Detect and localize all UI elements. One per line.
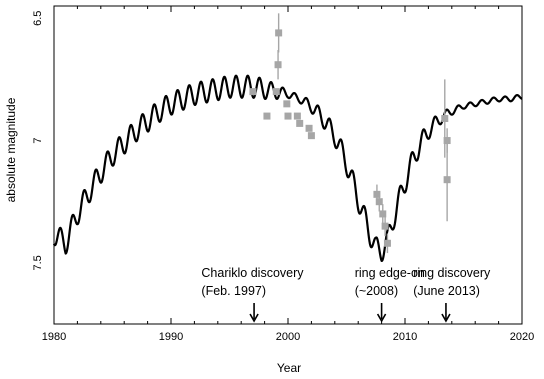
observation-point [296, 119, 304, 127]
y-tick-label: 7 [32, 137, 44, 143]
observation-point [373, 190, 381, 198]
annotation-arrow-head [376, 313, 387, 323]
observation-point [275, 29, 283, 37]
y-axis-title: absolute magnitude [4, 97, 18, 202]
observation-point [441, 115, 449, 123]
observation-point [263, 112, 271, 120]
annotation-arrow-head [441, 313, 451, 323]
observation-point [443, 176, 451, 184]
annotation-label: ring edge-on [355, 266, 425, 280]
observation-point [283, 100, 291, 108]
observation-point [307, 132, 315, 140]
observation-point [293, 112, 301, 120]
x-tick-label: 2010 [393, 331, 417, 343]
observation-point [284, 112, 292, 120]
annotation-label: Chariklo discovery [201, 266, 304, 280]
annotation-label: (June 2013) [413, 284, 480, 298]
annotation-label: ring discovery [413, 266, 491, 280]
annotation-arrow-head [249, 313, 259, 323]
observation-point [381, 222, 389, 230]
observation-point [383, 239, 391, 247]
observation-point [375, 198, 383, 206]
x-tick-label: 1990 [159, 331, 183, 343]
observation-point [249, 88, 257, 96]
annotation-label: (Feb. 1997) [201, 284, 266, 298]
y-tick-label: 6.5 [32, 11, 44, 26]
observation-point [274, 61, 282, 69]
observations-layer [249, 13, 451, 254]
observation-point [305, 124, 313, 132]
x-tick-label: 1980 [42, 331, 66, 343]
annotation-label: (~2008) [355, 284, 398, 298]
observation-point [379, 210, 387, 218]
y-tick-label: 7.5 [32, 255, 44, 270]
observation-point [272, 88, 280, 96]
annotations-layer: Chariklo discovery (Feb. 1997) ring edge-o… [201, 266, 491, 323]
axes: 1980 1990 2000 2010 2020 6.5 7 7.5 [32, 5, 534, 343]
x-tick-label: 2000 [276, 331, 300, 343]
x-axis-title: Year [277, 361, 301, 375]
x-tick-label: 2020 [510, 331, 534, 343]
